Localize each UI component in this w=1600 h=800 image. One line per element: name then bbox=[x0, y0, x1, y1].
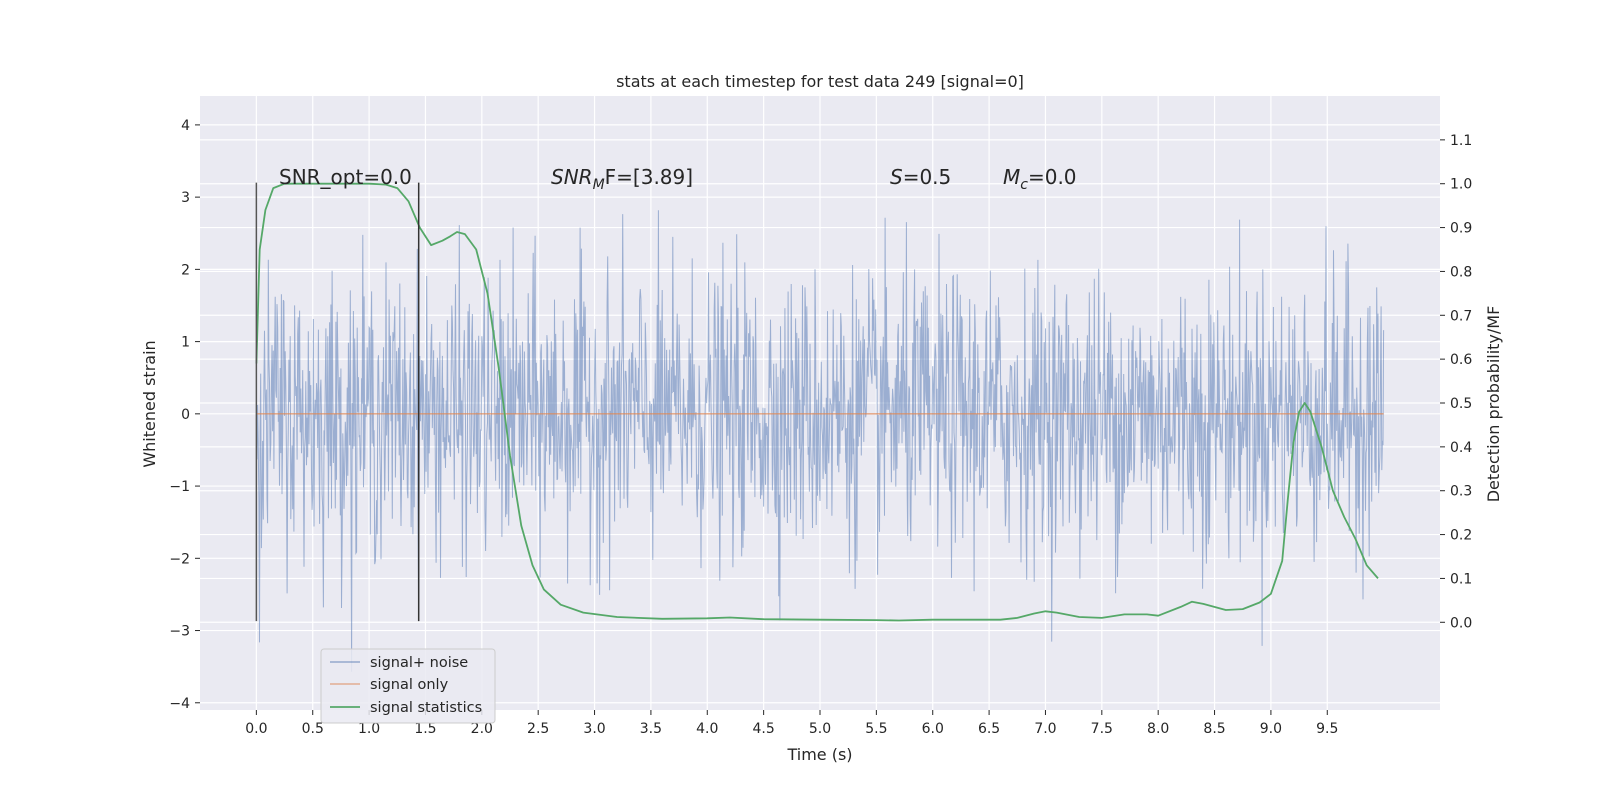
series-signal-noise bbox=[255, 210, 1385, 672]
vertical-markers bbox=[255, 182, 420, 622]
y2-tick-label: 0.9 bbox=[1450, 221, 1472, 237]
y-axis-label: Whitened strain bbox=[140, 340, 159, 467]
y2-tick-label: 1.0 bbox=[1450, 177, 1472, 193]
annotation-snr-mf: SNRMF=[3.89] bbox=[551, 165, 693, 193]
y-tick-label: −1 bbox=[169, 479, 190, 495]
y-tick-label: −4 bbox=[169, 696, 190, 712]
y2-tick-label: 0.1 bbox=[1450, 571, 1472, 587]
legend-box bbox=[320, 648, 496, 724]
x-tick-label: 3.0 bbox=[583, 721, 605, 737]
x-tick-label: 5.5 bbox=[865, 721, 887, 737]
x-tick-label: 9.5 bbox=[1316, 721, 1338, 737]
chart-title: stats at each timestep for test data 249… bbox=[616, 72, 1024, 91]
y2-tick-label: 0.7 bbox=[1450, 308, 1472, 324]
x-tick-label: 2.5 bbox=[527, 721, 549, 737]
y-tick-label: 2 bbox=[181, 262, 190, 278]
x-tick-label: 3.5 bbox=[640, 721, 662, 737]
right-axis: 1.1 1.0 0.9 0.8 0.7 0.6 0.5 0.4 0.3 0.2 0.1 0.0 bbox=[1440, 133, 1472, 631]
legend-label-signal-noise: signal+ noise bbox=[370, 655, 468, 671]
x-tick-label: 0.0 bbox=[245, 721, 267, 737]
y-tick-label: −3 bbox=[169, 624, 190, 640]
x-tick-label: 2.0 bbox=[471, 721, 493, 737]
x-tick-label: 8.5 bbox=[1203, 721, 1225, 737]
y-tick-label: −2 bbox=[169, 551, 190, 567]
annotation-mc: Mc=0.0 bbox=[1003, 165, 1077, 193]
x-tick-label: 9.0 bbox=[1260, 721, 1282, 737]
snr-mf-italic: SNR bbox=[551, 165, 593, 189]
s-italic: S bbox=[890, 165, 903, 189]
mc-italic: M bbox=[1003, 165, 1020, 189]
series-layer bbox=[255, 182, 1385, 672]
y2-tick-label: 0.5 bbox=[1450, 396, 1472, 412]
mc-value: =0.0 bbox=[1028, 165, 1077, 189]
y2-axis-label: Detection probability/MF bbox=[1484, 306, 1503, 503]
y2-tick-label: 0.6 bbox=[1450, 352, 1472, 368]
y-tick-label: 3 bbox=[181, 190, 190, 206]
x-tick-label: 5.0 bbox=[809, 721, 831, 737]
snr-mf-value: F=[3.89] bbox=[605, 165, 693, 189]
x-tick-label: 0.5 bbox=[302, 721, 324, 737]
annotations: SNR_opt=0.0 SNRMF=[3.89] S=0.5 Mc=0.0 bbox=[279, 165, 1077, 193]
y-tick-label: 1 bbox=[181, 335, 190, 351]
y-tick-label: 4 bbox=[181, 118, 190, 134]
y2-tick-label: 0.4 bbox=[1450, 440, 1472, 456]
legend: signal+ noise signal only signal statist… bbox=[320, 648, 496, 724]
x-tick-label: 6.0 bbox=[922, 721, 944, 737]
x-tick-label: 4.5 bbox=[753, 721, 775, 737]
y-tick-label: 0 bbox=[181, 407, 190, 423]
y2-tick-label: 0.8 bbox=[1450, 264, 1472, 280]
series-signal-statistics bbox=[255, 182, 1379, 622]
legend-label-signal-statistics: signal statistics bbox=[370, 700, 482, 716]
legend-label-signal-only: signal only bbox=[370, 677, 449, 693]
x-axis-label: Time (s) bbox=[786, 745, 852, 764]
x-tick-label: 7.0 bbox=[1034, 721, 1056, 737]
x-tick-label: 7.5 bbox=[1091, 721, 1113, 737]
x-tick-label: 6.5 bbox=[978, 721, 1000, 737]
y2-tick-label: 1.1 bbox=[1450, 133, 1472, 149]
snr-mf-subscript: M bbox=[593, 177, 605, 193]
x-tick-label: 1.0 bbox=[358, 721, 380, 737]
x-axis: 0.0 0.5 1.0 1.5 2.0 2.5 3.0 3.5 4.0 4.5 5.0 5.5 6.0 6… bbox=[245, 710, 1338, 737]
left-axis: 4 3 2 1 0 −1 −2 −3 −4 bbox=[169, 118, 200, 712]
y2-tick-label: 0.3 bbox=[1450, 484, 1472, 500]
y2-tick-label: 0.2 bbox=[1450, 528, 1472, 544]
annotation-snr-opt: SNR_opt=0.0 bbox=[279, 165, 412, 189]
s-value: =0.5 bbox=[903, 165, 952, 189]
x-tick-label: 8.0 bbox=[1147, 721, 1169, 737]
mc-subscript: c bbox=[1020, 177, 1028, 193]
x-tick-label: 4.0 bbox=[696, 721, 718, 737]
annotation-s: S=0.5 bbox=[890, 165, 951, 189]
x-tick-label: 1.5 bbox=[414, 721, 436, 737]
y2-tick-label: 0.0 bbox=[1450, 615, 1472, 631]
